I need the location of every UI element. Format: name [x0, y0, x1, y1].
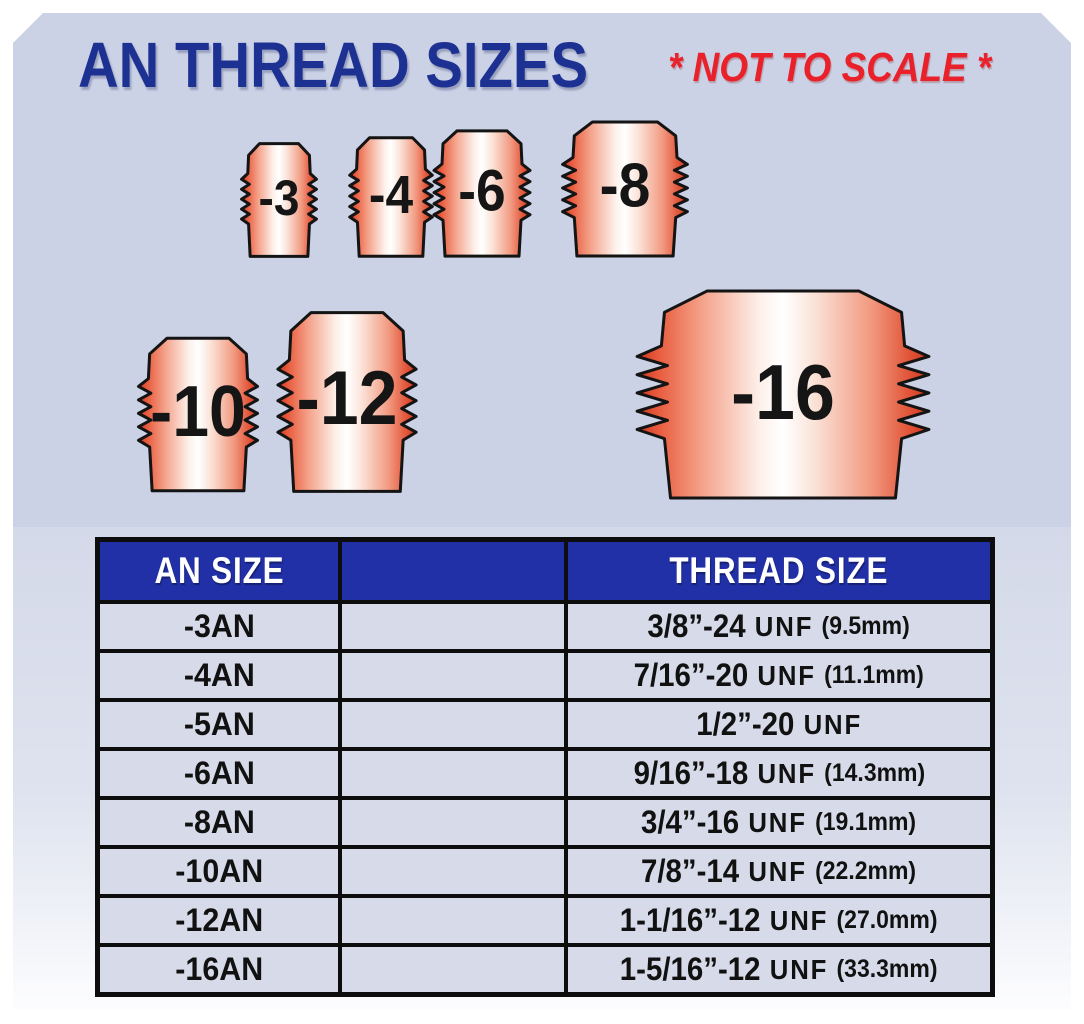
table-row-an-size: -12AN	[100, 898, 338, 943]
an-size-table: AN SIZE THREAD SIZE -3AN 3/8”-24 UNF (9.5m…	[95, 537, 995, 997]
table-row-middle	[342, 849, 564, 894]
table-row-thread: 3/8”-24 UNF (9.5mm)	[568, 604, 990, 649]
fitting-6-shape-icon	[432, 129, 532, 258]
table-row-thread: 7/16”-20 UNF (11.1mm)	[568, 653, 990, 698]
table-row-thread: 7/8”-14 UNF (22.2mm)	[568, 849, 990, 894]
table-row-thread: 1/2”-20 UNF	[568, 702, 990, 747]
col-header-an-size: AN SIZE	[100, 542, 338, 600]
fitting-12-shape-icon	[275, 310, 419, 494]
fitting-16-shape-icon	[631, 288, 935, 501]
fitting-10-label: -10	[150, 371, 246, 452]
fitting-16-label: -16	[731, 347, 835, 436]
col-header-thread-size: THREAD SIZE	[568, 542, 990, 600]
table-row-an-size: -10AN	[100, 849, 338, 894]
page-title-text: AN THREAD SIZES	[78, 29, 589, 101]
table-row-thread: 1-1/16”-12 UNF (27.0mm)	[568, 898, 990, 943]
fitting-6-label: -6	[458, 158, 506, 224]
table-row-middle	[342, 947, 564, 992]
table-row-middle	[342, 604, 564, 649]
table-row-an-size: -16AN	[100, 947, 338, 992]
table-row-middle	[342, 702, 564, 747]
fitting-12: -12	[275, 310, 419, 494]
fitting-4: -4	[348, 136, 434, 258]
table-row-an-size: -8AN	[100, 800, 338, 845]
table-row-thread: 9/16”-18 UNF (14.3mm)	[568, 751, 990, 796]
fitting-4-label: -4	[368, 164, 414, 225]
fitting-10-shape-icon	[136, 336, 260, 493]
fitting-16: -16	[631, 288, 935, 501]
table-row-middle	[342, 898, 564, 943]
fitting-3: -3	[240, 142, 318, 258]
table-row-an-size: -4AN	[100, 653, 338, 698]
fitting-3-label: -3	[258, 170, 300, 226]
page-title: AN THREAD SIZES	[78, 28, 658, 102]
table-row-middle	[342, 653, 564, 698]
fitting-4-shape-icon	[348, 136, 434, 258]
fitting-8-shape-icon	[560, 120, 690, 258]
table-row-thread: 3/4”-16 UNF (19.1mm)	[568, 800, 990, 845]
table-row-middle	[342, 800, 564, 845]
not-to-scale-note: * NOT TO SCALE *	[668, 44, 1027, 91]
col-header-empty	[342, 542, 564, 600]
table-row-an-size: -6AN	[100, 751, 338, 796]
fitting-10: -10	[136, 336, 260, 493]
not-to-scale-text: * NOT TO SCALE *	[668, 44, 992, 90]
fitting-8-label: -8	[599, 151, 651, 221]
fitting-8: -8	[560, 120, 690, 258]
table-row-thread: 1-5/16”-12 UNF (33.3mm)	[568, 947, 990, 992]
fitting-12-label: -12	[296, 355, 398, 441]
fitting-6: -6	[432, 129, 532, 258]
table-row-an-size: -5AN	[100, 702, 338, 747]
table-row-middle	[342, 751, 564, 796]
fitting-3-shape-icon	[240, 142, 318, 258]
table-row-an-size: -3AN	[100, 604, 338, 649]
